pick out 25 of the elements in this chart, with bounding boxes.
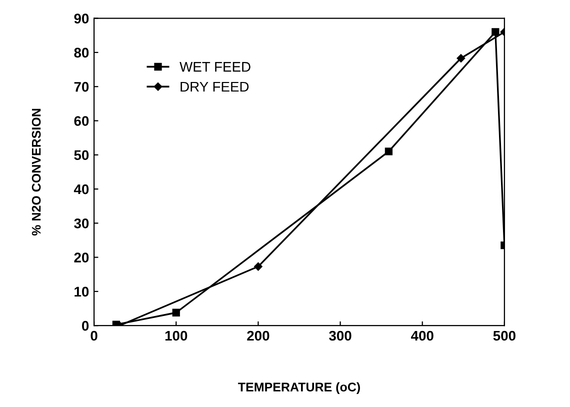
y-axis-title: % N2O CONVERSION [32,108,41,236]
y-tick-label: 90 [74,14,89,24]
x-tick-label: 100 [165,330,188,341]
point [492,28,500,36]
y-tick-label: 40 [74,184,89,194]
x-tick-label: 300 [329,330,352,341]
y-tick-label: 70 [74,82,89,92]
point [172,308,180,316]
y-tick-label: 0 [82,320,89,331]
legend-label: DRY FEED [180,82,249,92]
x-axis-title: TEMPERATURE (oC) [238,382,360,394]
y-tick-label: 10 [74,286,89,297]
y-tick-label: 20 [74,252,89,262]
x-tick-label: 200 [247,330,270,341]
y-tick-label: 50 [74,150,89,160]
legend-label: WET FEED [180,62,250,72]
point [254,262,262,271]
y-tick-label: 60 [74,116,89,126]
y-tick-label: 80 [74,48,89,58]
point [456,54,466,62]
y-tick-label: 30 [74,218,89,228]
point [384,148,393,156]
x-tick-label: 500 [493,330,516,341]
x-tick-label: 0 [90,330,98,341]
x-tick-label: 400 [410,330,434,341]
